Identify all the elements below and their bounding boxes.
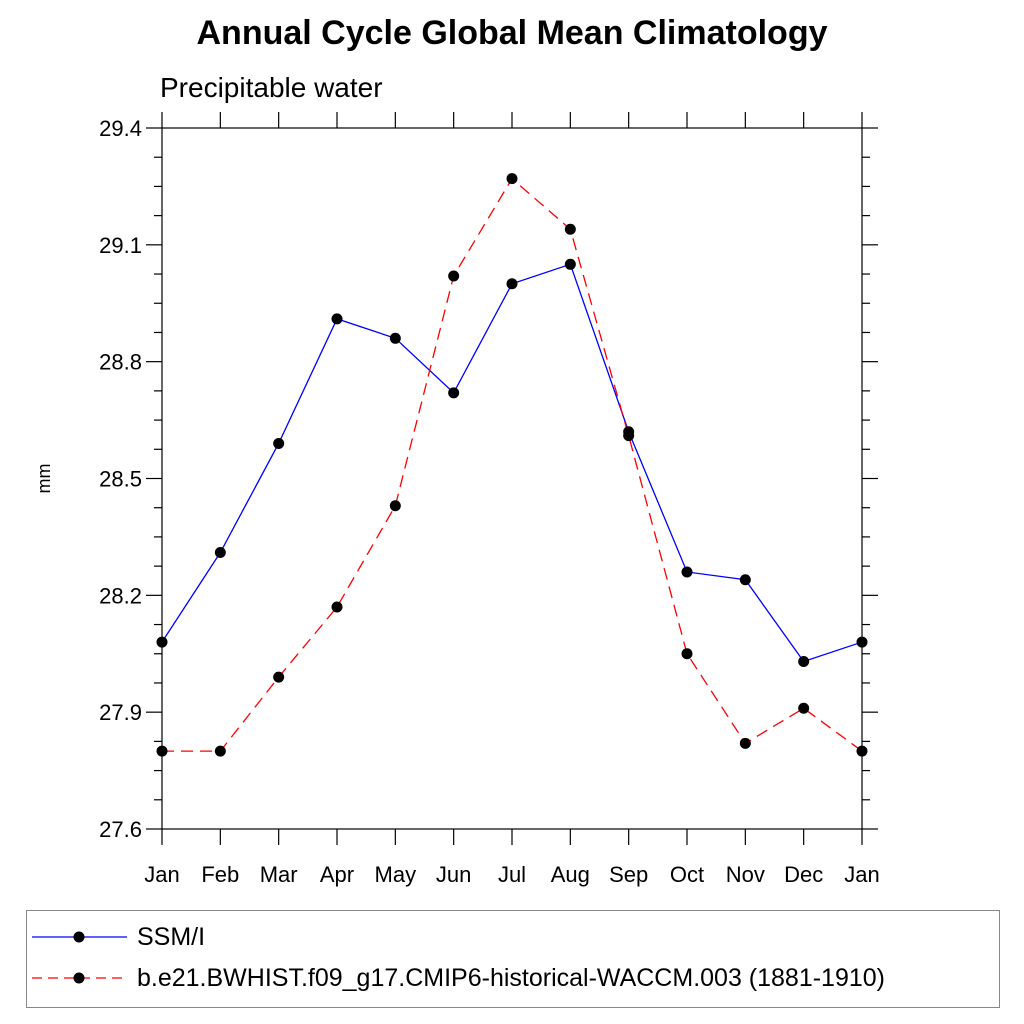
x-tick-label: Oct [670,862,704,887]
data-point-series-1 [156,745,168,757]
legend-item-waccm: b.e21.BWHIST.f09_g17.CMIP6-historical-WA… [27,958,885,998]
series-line-0 [161,263,863,663]
chart-subtitle: Precipitable water [160,72,383,103]
data-point-series-1 [798,702,810,714]
y-tick-label: 28.2 [99,583,142,608]
y-axis-label: mm [34,464,54,494]
x-tick-label: Jan [844,862,879,887]
data-point-series-0 [156,636,168,648]
legend-swatch-ssmi [32,931,127,943]
x-tick-label: Sep [609,862,648,887]
data-point-series-1 [564,223,576,235]
data-point-series-1 [273,671,285,683]
data-point-series-0 [448,387,460,399]
data-point-series-1 [389,500,401,512]
data-point-series-0 [273,437,285,449]
data-point-series-1 [214,745,226,757]
x-tick-label: Feb [201,862,239,887]
x-tick-label: Mar [260,862,298,887]
y-tick-label: 29.4 [99,116,142,141]
data-point-series-0 [389,332,401,344]
x-tick-label: Jun [436,862,471,887]
x-tick-label: Apr [320,862,354,887]
y-tick-label: 28.8 [99,350,142,375]
data-point-series-1 [506,173,518,185]
data-point-series-0 [214,546,226,558]
y-tick-label: 29.1 [99,233,142,258]
data-point-series-1 [739,737,751,749]
data-point-series-1 [856,745,868,757]
data-point-series-0 [798,656,810,668]
data-point-series-0 [331,313,343,325]
legend: SSM/I b.e21.BWHIST.f09_g17.CMIP6-histori… [26,910,1000,1008]
data-point-series-0 [506,278,518,290]
x-tick-label: May [375,862,417,887]
data-point-series-0 [856,636,868,648]
legend-item-ssmi: SSM/I [27,917,205,957]
y-tick-label: 27.6 [99,817,142,842]
data-point-series-1 [681,648,693,660]
data-point-series-1 [448,270,460,282]
y-tick-label: 28.5 [99,467,142,492]
x-tick-label: Jan [144,862,179,887]
data-point-series-0 [739,574,751,586]
data-point-series-1 [623,430,635,442]
data-point-series-0 [564,258,576,270]
legend-label-waccm: b.e21.BWHIST.f09_g17.CMIP6-historical-WA… [137,963,885,992]
x-tick-label: Aug [551,862,590,887]
x-tick-label: Jul [498,862,526,887]
y-tick-label: 27.9 [99,700,142,725]
data-point-series-0 [681,566,693,578]
x-tick-label: Dec [784,862,823,887]
data-point-series-1 [331,601,343,613]
legend-label-ssmi: SSM/I [137,922,206,951]
x-tick-label: Nov [726,862,765,887]
plot-frame [161,127,863,830]
legend-swatch-waccm [32,972,127,984]
chart-title: Annual Cycle Global Mean Climatology [196,14,828,52]
